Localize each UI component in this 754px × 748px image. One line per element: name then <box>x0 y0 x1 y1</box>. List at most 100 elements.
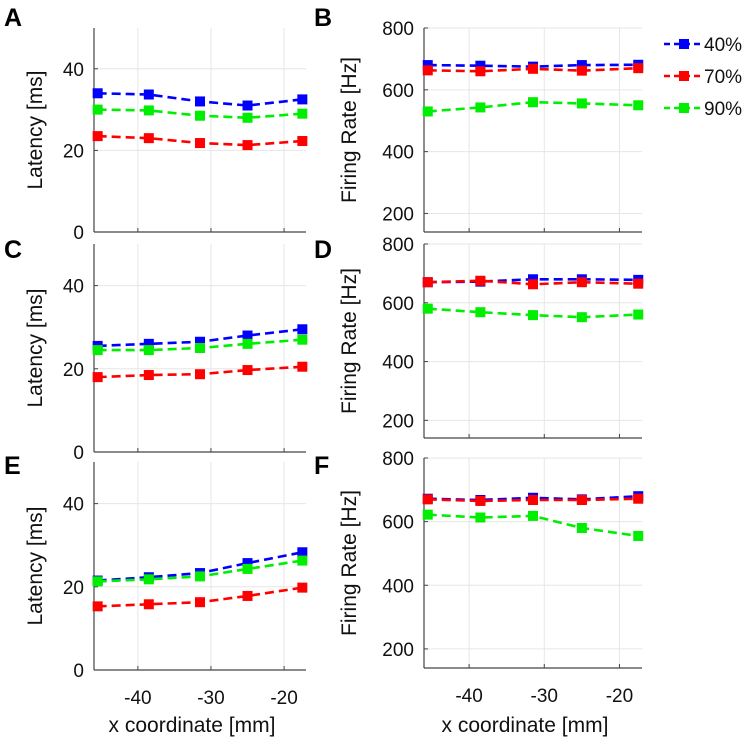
data-point <box>195 343 205 353</box>
y-tick-label: 800 <box>382 449 414 470</box>
data-point <box>143 89 154 100</box>
panel-f: 200 400 600 800 -40 -30 -20 Firing Rate [Hz] x c… <box>314 449 644 737</box>
data-point <box>528 63 538 74</box>
y-tick-label: 40 <box>63 277 84 298</box>
data-point <box>242 112 253 123</box>
y-tick-label: 600 <box>382 513 414 534</box>
legend-marker <box>679 71 689 81</box>
data-point <box>143 338 154 349</box>
y-axis-label: Firing Rate [Hz] <box>338 57 361 203</box>
panel-a: 0 20 40 Latency [ms] A <box>4 4 308 244</box>
panel-letter: D <box>314 236 332 264</box>
y-axis-label: Latency [ms] <box>24 70 47 189</box>
data-point <box>633 530 644 541</box>
y-tick-label: 20 <box>63 141 84 162</box>
data-point <box>242 563 253 574</box>
data-point <box>297 136 308 147</box>
data-point <box>195 96 205 107</box>
x-tick-label: -40 <box>124 688 151 709</box>
x-tick-label: -30 <box>197 688 224 709</box>
y-tick-label: 20 <box>63 360 84 381</box>
data-point <box>195 571 205 582</box>
data-point <box>422 303 433 314</box>
data-point <box>143 574 154 585</box>
data-point <box>633 63 644 74</box>
data-point <box>242 330 253 341</box>
panel-c: 0 20 40 Latency [ms] C <box>4 236 308 464</box>
data-point <box>297 324 308 335</box>
data-point <box>528 510 538 521</box>
y-tick-label: 800 <box>382 19 414 40</box>
data-point <box>297 108 308 119</box>
y-tick-label: 400 <box>382 143 414 164</box>
panel-letter: A <box>4 4 22 32</box>
y-axis-label: Firing Rate [Hz] <box>338 490 361 636</box>
legend-label: 90% <box>704 99 742 120</box>
x-tick-label: -40 <box>455 686 482 707</box>
data-point <box>242 365 253 376</box>
data-point <box>475 307 486 318</box>
y-tick-label: 400 <box>382 353 414 374</box>
y-tick-label: 600 <box>382 294 414 315</box>
data-point <box>92 88 103 99</box>
y-tick-label: 200 <box>382 204 414 225</box>
panel-d: 200 400 600 800 Firing Rate [Hz] D <box>314 235 644 439</box>
y-axis-label: Latency [ms] <box>24 506 47 625</box>
x-tick-label: -20 <box>270 688 297 709</box>
legend-label: 70% <box>704 67 742 88</box>
data-point <box>92 601 103 612</box>
y-tick-label: 40 <box>63 495 84 516</box>
data-point <box>475 275 486 286</box>
data-point <box>242 558 253 569</box>
y-tick-label: 20 <box>63 578 84 599</box>
data-point <box>576 277 587 288</box>
data-point <box>242 338 253 349</box>
data-point <box>422 509 433 520</box>
x-axis-label: x coordinate [mm] <box>442 714 609 737</box>
y-tick-label: 600 <box>382 81 414 102</box>
data-point <box>143 105 154 116</box>
data-point <box>297 582 308 593</box>
legend-marker <box>679 103 689 113</box>
legend-item: 70% <box>664 67 742 88</box>
data-point <box>633 493 644 504</box>
data-point <box>92 131 103 142</box>
legend-marker <box>679 39 689 49</box>
data-point <box>422 494 433 505</box>
panel-b: 200 400 600 800 Firing Rate [Hz] B <box>314 4 644 233</box>
data-point <box>422 106 433 117</box>
panel-letter: E <box>4 452 21 480</box>
data-point <box>195 369 205 380</box>
data-point <box>195 336 205 347</box>
data-point <box>297 94 308 105</box>
data-point <box>528 495 538 505</box>
y-axis-label: Latency [ms] <box>24 288 47 407</box>
data-point <box>422 277 433 288</box>
data-point <box>475 495 486 506</box>
y-tick-label: 0 <box>73 661 84 682</box>
data-point <box>576 98 587 109</box>
data-point <box>633 309 644 320</box>
data-point <box>297 547 308 558</box>
data-point <box>195 138 205 149</box>
data-point <box>475 66 486 77</box>
data-point <box>92 104 103 115</box>
data-point <box>242 590 253 601</box>
data-point <box>576 312 587 323</box>
panel-letter: B <box>314 4 332 32</box>
data-point <box>475 512 486 523</box>
data-point <box>143 133 154 144</box>
data-point <box>242 140 253 151</box>
panel-e: 0 20 40 -40 -30 -20 Latency [ms] x coordinate [… <box>4 452 308 737</box>
data-point <box>143 345 154 356</box>
y-tick-label: 0 <box>73 443 84 464</box>
y-tick-label: 0 <box>73 223 84 244</box>
legend: 40% 70% 90% <box>664 35 742 120</box>
y-tick-label: 200 <box>382 640 414 661</box>
data-point <box>475 60 486 71</box>
x-tick-label: -30 <box>531 686 558 707</box>
data-point <box>576 60 587 71</box>
data-point <box>576 523 587 533</box>
y-tick-label: 800 <box>382 235 414 256</box>
